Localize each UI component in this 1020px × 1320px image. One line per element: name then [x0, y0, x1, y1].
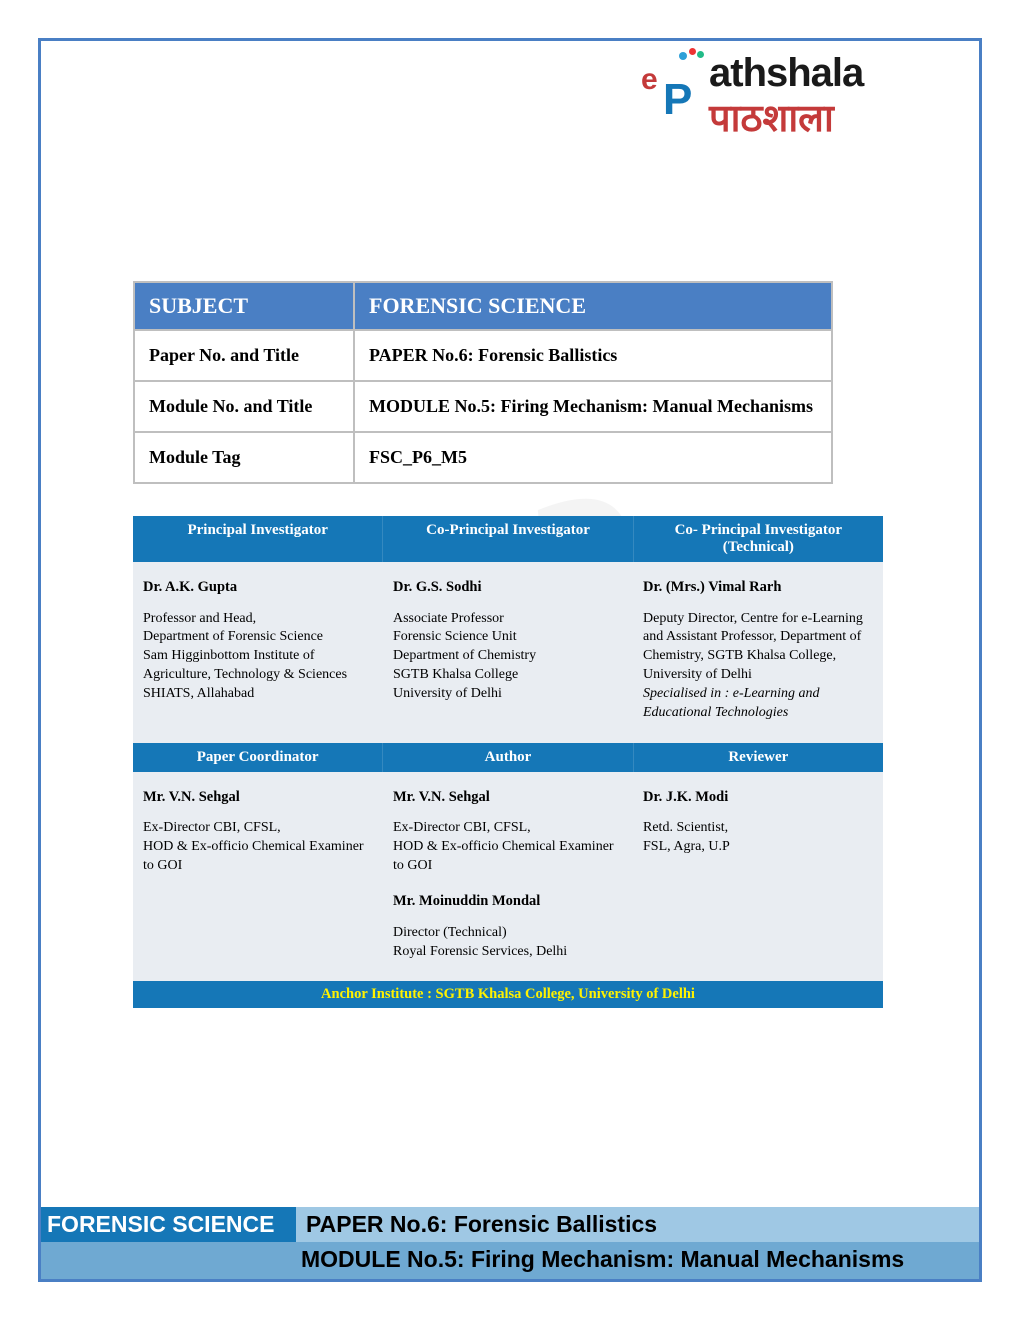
paper-label: Paper No. and Title [134, 330, 354, 381]
copi-tech-name: Dr. (Mrs.) Vimal Rarh [643, 578, 873, 598]
author-1-desc: Ex-Director CBI, CFSL, HOD & Ex-officio … [393, 819, 623, 876]
logo-text-hi: पाठशाला [709, 91, 834, 143]
footer-module: MODULE No.5: Firing Mechanism: Manual Me… [41, 1242, 979, 1279]
col-author: Author [382, 743, 632, 772]
reviewer-desc: Retd. Scientist, FSL, Agra, U.P [643, 819, 873, 857]
subject-value: FORENSIC SCIENCE [354, 282, 832, 330]
contributors-row-1: Dr. A.K. Gupta Professor and Head, Depar… [133, 562, 883, 743]
logo-mark-icon: e P [639, 57, 711, 129]
footer-paper: PAPER No.6: Forensic Ballistics [296, 1207, 979, 1242]
copi-tech-desc: Deputy Director, Centre for e-Learning a… [643, 610, 873, 686]
logo-text-en: athshala [709, 51, 863, 96]
page-frame: e P athshala पाठशाला SUBJECT FORENSIC SC… [38, 38, 982, 1282]
pi-cell: Dr. A.K. Gupta Professor and Head, Depar… [133, 562, 383, 743]
col-copi: Co-Principal Investigator [382, 516, 632, 562]
reviewer-name: Dr. J.K. Modi [643, 788, 873, 808]
coordinator-name: Mr. V.N. Sehgal [143, 788, 373, 808]
contributors-row-2: Mr. V.N. Sehgal Ex-Director CBI, CFSL, H… [133, 772, 883, 982]
pi-desc: Professor and Head, Department of Forens… [143, 610, 373, 704]
tag-label: Module Tag [134, 432, 354, 483]
copi-desc: Associate Professor Forensic Science Uni… [393, 610, 623, 704]
col-coordinator: Paper Coordinator [133, 743, 382, 772]
author-1-name: Mr. V.N. Sehgal [393, 788, 623, 808]
author-cell: Mr. V.N. Sehgal Ex-Director CBI, CFSL, H… [383, 772, 633, 982]
col-reviewer: Reviewer [633, 743, 883, 772]
table-row: Module Tag FSC_P6_M5 [134, 432, 832, 483]
tag-value: FSC_P6_M5 [354, 432, 832, 483]
module-label: Module No. and Title [134, 381, 354, 432]
module-value: MODULE No.5: Firing Mechanism: Manual Me… [354, 381, 832, 432]
anchor-institute: Anchor Institute : SGTB Khalsa College, … [133, 981, 883, 1008]
author-2-name: Mr. Moinuddin Mondal [393, 892, 623, 912]
contributors-header-2: Paper Coordinator Author Reviewer [133, 743, 883, 772]
reviewer-cell: Dr. J.K. Modi Retd. Scientist, FSL, Agra… [633, 772, 883, 982]
col-pi: Principal Investigator [133, 516, 382, 562]
table-header-row: SUBJECT FORENSIC SCIENCE [134, 282, 832, 330]
brand-logo: e P athshala पाठशाला [639, 53, 959, 138]
contributors-header-1: Principal Investigator Co-Principal Inve… [133, 516, 883, 562]
coordinator-desc: Ex-Director CBI, CFSL, HOD & Ex-officio … [143, 819, 373, 876]
subject-label: SUBJECT [134, 282, 354, 330]
copi-tech-spec: Specialised in : e-Learning and Educatio… [643, 685, 873, 723]
footer-row-1: FORENSIC SCIENCE PAPER No.6: Forensic Ba… [41, 1207, 979, 1242]
pi-name: Dr. A.K. Gupta [143, 578, 373, 598]
copi-name: Dr. G.S. Sodhi [393, 578, 623, 598]
table-row: Paper No. and Title PAPER No.6: Forensic… [134, 330, 832, 381]
footer-subject: FORENSIC SCIENCE [41, 1207, 296, 1242]
copi-cell: Dr. G.S. Sodhi Associate Professor Foren… [383, 562, 633, 743]
contributors-table: Principal Investigator Co-Principal Inve… [133, 516, 883, 1008]
footer-bar: FORENSIC SCIENCE PAPER No.6: Forensic Ba… [41, 1207, 979, 1279]
coordinator-cell: Mr. V.N. Sehgal Ex-Director CBI, CFSL, H… [133, 772, 383, 982]
copi-tech-cell: Dr. (Mrs.) Vimal Rarh Deputy Director, C… [633, 562, 883, 743]
table-row: Module No. and Title MODULE No.5: Firing… [134, 381, 832, 432]
author-2-desc: Director (Technical) Royal Forensic Serv… [393, 924, 623, 962]
col-copi-tech: Co- Principal Investigator (Technical) [633, 516, 883, 562]
subject-table: SUBJECT FORENSIC SCIENCE Paper No. and T… [133, 281, 833, 484]
paper-value: PAPER No.6: Forensic Ballistics [354, 330, 832, 381]
